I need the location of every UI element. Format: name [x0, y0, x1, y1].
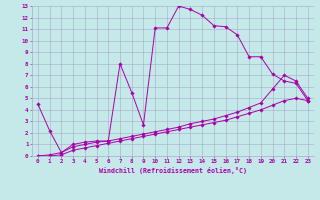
X-axis label: Windchill (Refroidissement éolien,°C): Windchill (Refroidissement éolien,°C): [99, 167, 247, 174]
